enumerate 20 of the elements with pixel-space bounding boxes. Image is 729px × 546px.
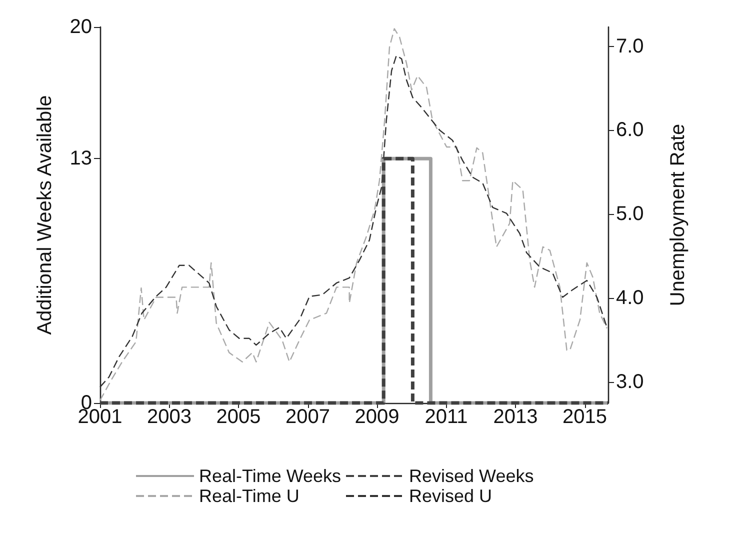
x-tick-label: 2007 [286, 406, 330, 428]
x-tick-label: 2015 [562, 406, 608, 428]
x-tick-label: 2003 [147, 406, 192, 428]
y2-tick-label: 3.0 [616, 371, 644, 394]
y-tick-label: 20 [70, 16, 92, 38]
y2-tick-label: 7.0 [616, 35, 644, 58]
legend-label: Revised U [409, 486, 492, 506]
y-tick-label: 13 [70, 148, 92, 170]
y2-tick-label: 4.0 [616, 287, 644, 310]
y2-axis-title: Unemployment Rate [667, 124, 689, 306]
x-tick-label: 2011 [424, 406, 468, 428]
y-axis-title: Additional Weeks Available [34, 95, 56, 335]
legend-label: Revised Weeks [409, 466, 534, 486]
x-tick-label: 2005 [216, 406, 261, 428]
y2-tick-label: 6.0 [616, 119, 644, 142]
legend-label: Real-Time Weeks [199, 466, 342, 486]
x-tick-label: 2009 [354, 406, 400, 428]
x-tick-label: 2013 [493, 406, 538, 428]
legend-label: Real-Time U [199, 486, 300, 506]
y2-tick-label: 5.0 [616, 203, 644, 226]
